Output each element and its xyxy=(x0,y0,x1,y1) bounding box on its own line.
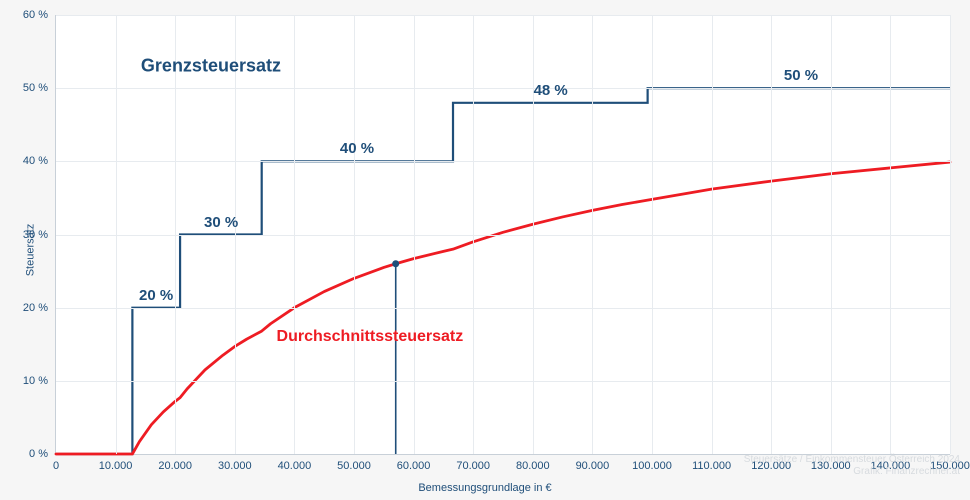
grid-h xyxy=(56,381,950,382)
y-tick: 10 % xyxy=(23,375,48,387)
plot-area: 010.00020.00030.00040.00050.00060.00070.… xyxy=(55,15,950,455)
x-tick: 60.000 xyxy=(397,460,431,472)
x-tick: 40.000 xyxy=(278,460,312,472)
y-tick: 30 % xyxy=(23,229,48,241)
credit-line-2: Grafik: Finanzrechner.at xyxy=(744,466,960,478)
y-tick: 20 % xyxy=(23,302,48,314)
credit-line-1: Steuersätze / Einkommensteuer Österreich… xyxy=(744,454,960,466)
x-tick: 10.000 xyxy=(99,460,133,472)
x-tick: 110.000 xyxy=(692,460,731,472)
x-tick: 100.000 xyxy=(632,460,672,472)
y-tick: 0 % xyxy=(29,448,48,460)
average-series-label: Durchschnittssteuersatz xyxy=(277,328,464,346)
x-tick: 20.000 xyxy=(158,460,192,472)
marginal-series-label: Grenzsteuersatz xyxy=(141,56,281,77)
x-tick: 50.000 xyxy=(337,460,371,472)
y-tick: 60 % xyxy=(23,9,48,21)
tax-rate-chart: Steuersatz 010.00020.00030.00040.00050.0… xyxy=(0,0,970,500)
grid-v xyxy=(950,15,951,454)
step-label: 30 % xyxy=(204,214,238,231)
marker-point xyxy=(392,260,399,267)
x-tick: 70.000 xyxy=(456,460,490,472)
step-label: 40 % xyxy=(340,140,374,157)
grid-h xyxy=(56,15,950,16)
x-tick: 90.000 xyxy=(576,460,610,472)
step-label: 48 % xyxy=(534,82,568,99)
grid-h xyxy=(56,308,950,309)
x-tick: 80.000 xyxy=(516,460,550,472)
credit-text: Steuersätze / Einkommensteuer Österreich… xyxy=(744,454,960,478)
step-label: 20 % xyxy=(139,287,173,304)
grid-h xyxy=(56,88,950,89)
grid-h xyxy=(56,161,950,162)
y-tick: 50 % xyxy=(23,82,48,94)
x-tick: 0 xyxy=(53,460,59,472)
x-tick: 30.000 xyxy=(218,460,252,472)
marginal-rate-line xyxy=(56,88,950,454)
grid-h xyxy=(56,235,950,236)
y-tick: 40 % xyxy=(23,155,48,167)
step-label: 50 % xyxy=(784,67,818,84)
x-axis-title: Bemessungsgrundlage in € xyxy=(0,482,970,494)
